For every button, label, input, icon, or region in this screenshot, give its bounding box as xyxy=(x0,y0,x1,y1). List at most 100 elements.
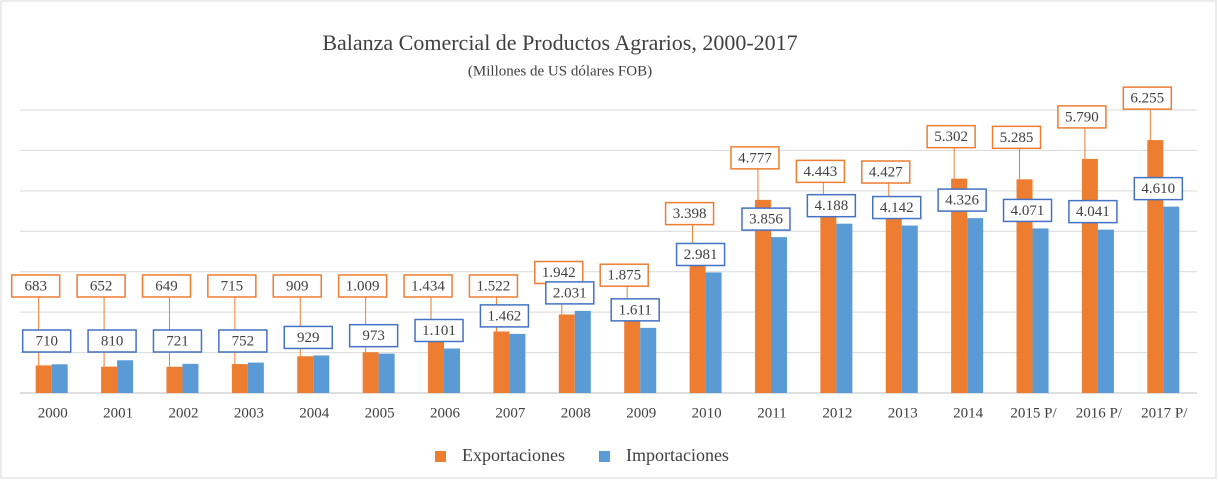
data-label-box xyxy=(152,329,203,353)
data-label: 5.285 xyxy=(1000,130,1034,146)
data-label: 4.071 xyxy=(1011,203,1045,219)
data-label-box xyxy=(348,323,399,348)
bar xyxy=(428,335,445,393)
data-label: 5.302 xyxy=(934,129,968,145)
x-tick-label: 2015 P/ xyxy=(1010,405,1057,421)
bar xyxy=(901,225,918,393)
data-label-box xyxy=(741,207,791,231)
x-tick-label: 2012 xyxy=(822,405,852,421)
bar xyxy=(166,366,183,393)
data-label-box xyxy=(937,188,987,212)
data-label: 4.041 xyxy=(1076,204,1110,220)
data-label-box xyxy=(207,274,257,298)
x-tick-label: 2017 P/ xyxy=(1141,405,1188,421)
bar xyxy=(444,348,461,393)
data-label-box xyxy=(87,329,137,353)
data-label-box xyxy=(1122,86,1173,110)
chart-title: Balanza Comercial de Productos Agrarios,… xyxy=(322,30,797,55)
bar xyxy=(836,223,853,393)
legend-swatch xyxy=(598,451,610,462)
data-label: 2.031 xyxy=(553,285,587,301)
x-tick-label: 2011 xyxy=(757,405,786,421)
data-label: 715 xyxy=(221,278,244,294)
data-label: 929 xyxy=(297,330,320,346)
x-tick-label: 2004 xyxy=(299,405,330,421)
x-tick-label: 2010 xyxy=(692,405,722,421)
bar xyxy=(951,178,968,393)
data-label-box xyxy=(861,160,911,184)
data-label-box xyxy=(675,242,726,267)
data-label-box xyxy=(806,193,857,218)
bar xyxy=(1147,140,1164,393)
data-label-box xyxy=(10,274,61,298)
bar xyxy=(558,314,575,393)
bar xyxy=(182,363,199,393)
data-label-box xyxy=(795,159,846,184)
data-label: 2.981 xyxy=(684,247,718,263)
x-tick-label: 2005 xyxy=(365,405,395,421)
bar xyxy=(1097,229,1114,393)
bar xyxy=(362,352,379,393)
bar xyxy=(1032,228,1049,393)
data-label-box xyxy=(730,146,780,170)
data-label-box xyxy=(610,298,660,322)
data-label-box xyxy=(1057,105,1107,129)
data-label: 4.142 xyxy=(880,200,914,216)
bar xyxy=(51,364,68,393)
bar xyxy=(101,366,118,393)
data-label-box xyxy=(76,274,126,298)
x-tick-label: 2016 P/ xyxy=(1076,405,1123,421)
data-label: 973 xyxy=(362,328,385,344)
data-label-box xyxy=(218,329,268,353)
bar xyxy=(231,364,248,393)
data-label: 1.942 xyxy=(542,265,576,281)
bar xyxy=(493,331,510,393)
bar xyxy=(640,327,657,393)
data-label: 4.326 xyxy=(945,193,979,209)
bar xyxy=(770,237,787,393)
data-label: 1.434 xyxy=(411,278,445,294)
data-label: 4.443 xyxy=(803,164,837,180)
x-tick-label: 2003 xyxy=(234,405,264,421)
x-tick-label: 2001 xyxy=(103,405,133,421)
data-label-box xyxy=(403,274,453,298)
data-label: 752 xyxy=(232,333,255,349)
data-label: 1.875 xyxy=(607,268,641,284)
data-label: 4.427 xyxy=(869,164,903,180)
data-label: 810 xyxy=(101,333,124,349)
x-tick-label: 2014 xyxy=(953,405,984,421)
bar xyxy=(378,353,395,393)
x-tick-label: 2009 xyxy=(626,405,656,421)
bar xyxy=(754,199,771,393)
data-label: 1.009 xyxy=(346,278,380,294)
bar xyxy=(1163,206,1180,393)
data-label-box xyxy=(141,274,192,298)
bar xyxy=(247,362,264,393)
bar xyxy=(509,333,526,393)
data-label-box xyxy=(21,329,72,353)
data-label: 4.610 xyxy=(1141,181,1175,197)
data-label-box xyxy=(479,304,530,328)
data-label-box xyxy=(414,318,464,343)
bar xyxy=(35,365,52,393)
data-label: 3.398 xyxy=(673,206,707,222)
data-label-box xyxy=(337,274,388,298)
x-tick-label: 2006 xyxy=(430,405,461,421)
bar xyxy=(1081,158,1098,393)
data-label-box xyxy=(272,274,322,298)
data-label-box xyxy=(872,195,922,220)
bar xyxy=(820,213,837,393)
data-label-box xyxy=(599,263,649,287)
data-label: 649 xyxy=(155,278,178,294)
data-label: 4.188 xyxy=(814,198,848,214)
data-label: 721 xyxy=(166,333,189,349)
data-label-box xyxy=(283,325,333,350)
legend-label: Importaciones xyxy=(626,445,729,465)
legend-label: Exportaciones xyxy=(462,445,565,465)
data-label-box xyxy=(991,125,1042,150)
data-label: 4.777 xyxy=(738,150,772,166)
data-label: 3.856 xyxy=(749,212,783,228)
bar xyxy=(313,355,330,393)
data-label: 6.255 xyxy=(1130,91,1164,107)
